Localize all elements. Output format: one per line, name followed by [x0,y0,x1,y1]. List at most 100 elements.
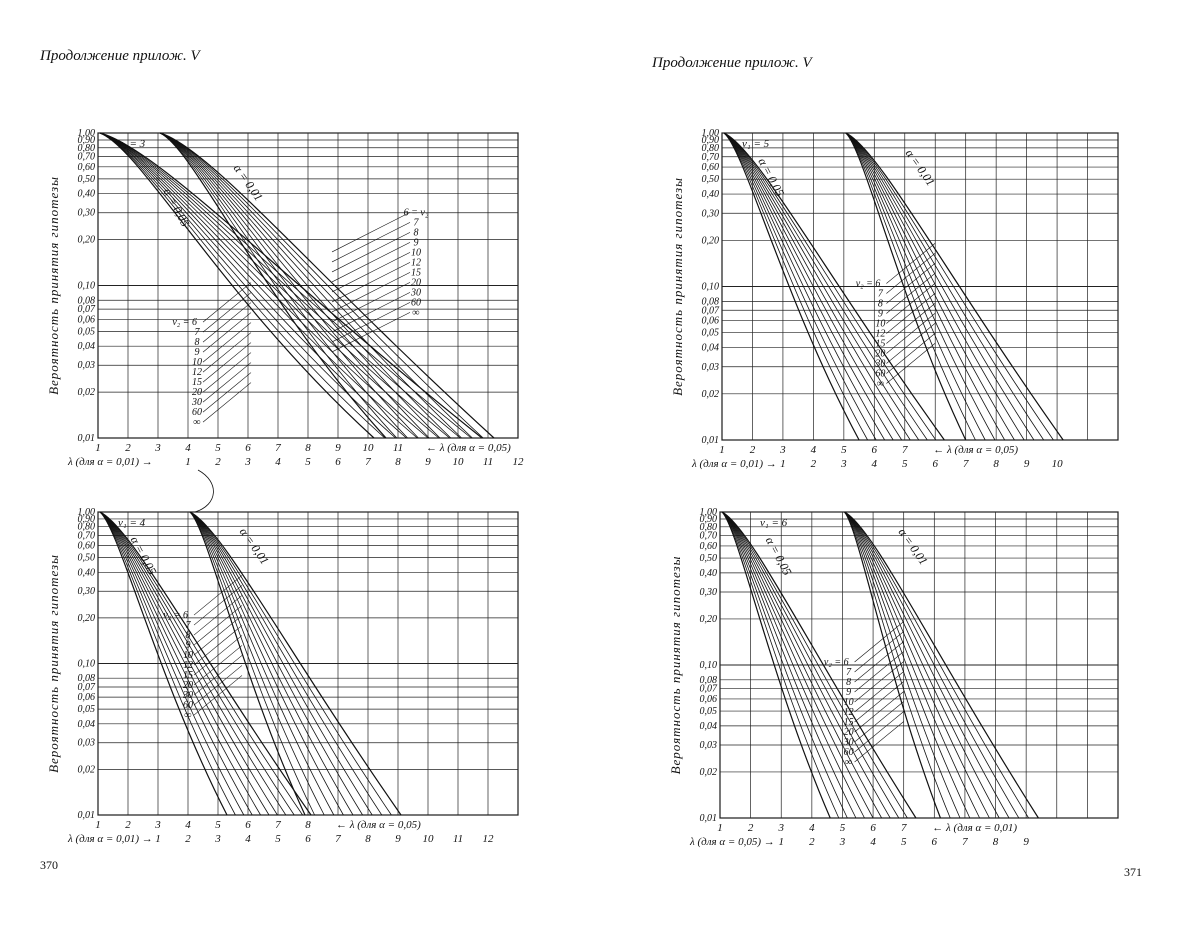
nu2-leader-line [203,283,251,323]
x-tick-label-row1: 7 [902,444,908,456]
x-tick-label-row1: 5 [215,819,221,831]
y-tick-label: 0,50 [702,174,720,185]
nu2-label: ∞ [845,757,852,768]
x-tick-label-row1: 5 [841,444,847,456]
y-tick-label: 0,40 [78,189,96,200]
y-tick-label: 0,04 [702,343,720,354]
y-tick-label: 0,40 [78,567,96,578]
y-tick-label: 0,02 [700,767,718,778]
y-tick-label: 0,40 [702,189,720,200]
scan-mark [195,470,213,512]
y-tick-label: 0,06 [700,694,718,705]
nu2-label: ν₂ = 6 [163,610,188,621]
nu2-leader-line [855,642,904,682]
x-axis-label-row2: λ (для α = 0,01) → [691,458,777,470]
x-axis-label-row2: λ (для α = 0,01) → [67,456,153,468]
y-tick-label: 0,10 [78,659,96,670]
x-tick-label-row2: 4 [872,458,878,470]
x-tick-label-row1: 7 [275,819,281,831]
x-tick-label-row1: 3 [154,442,161,454]
y-tick-label: 0,60 [702,162,720,173]
x-tick-label-row2: 8 [365,833,371,845]
y-axis-label: Вероятность принятия гипотезы [668,556,683,775]
x-tick-label-row2: 7 [365,456,371,468]
x-tick-label-row2: 9 [1023,836,1029,848]
x-tick-label-row2: 3 [244,456,251,468]
x-tick-label-row2: 2 [811,458,817,470]
x-axis-label-row1: ← λ (для α = 0,01) [932,822,1017,834]
x-tick-label-row2: 3 [840,458,847,470]
y-tick-label: 0,10 [700,660,718,671]
x-tick-label-row2: 6 [932,458,938,470]
nu2-label: ∞ [184,710,191,721]
x-tick-label-row2: 1 [778,836,784,848]
x-tick-label-row2: 4 [870,836,876,848]
nu2-leader-line [886,323,935,363]
x-tick-label-row2: 7 [963,458,969,470]
y-tick-label: 0,05 [702,328,720,339]
nu2-leader-line [203,323,251,363]
x-tick-label-row2: 6 [305,833,311,845]
x-tick-label-row2: 5 [305,456,311,468]
x-tick-label-row2: 8 [993,836,999,848]
y-tick-label: 0,03 [78,360,96,371]
x-tick-label-row2: 9 [1024,458,1030,470]
y-tick-label: 0,30 [702,208,720,219]
alpha-label-001: α = 0,01 [895,525,930,567]
y-tick-label: 0,20 [78,235,96,246]
x-tick-label-row1: 4 [185,442,191,454]
x-tick-label-row1: 3 [779,444,786,456]
x-tick-label-row2: 1 [780,458,786,470]
y-tick-label: 0,20 [700,614,718,625]
x-tick-label-row2: 2 [809,836,815,848]
nu2-leader-line [203,343,251,383]
x-tick-label-row2: 10 [423,833,435,845]
x-tick-label-row1: 9 [335,442,341,454]
y-tick-label: 0,10 [78,281,96,292]
y-tick-label: 0,50 [78,553,96,564]
x-tick-label-row2: 11 [453,833,463,845]
x-tick-label-row1: 3 [154,819,161,831]
y-tick-label: 0,04 [78,341,96,352]
y-tick-label: 0,01 [702,435,720,446]
y-axis-label: Вероятность принятия гипотезы [46,176,61,395]
x-tick-label-row2: 9 [395,833,401,845]
x-tick-label-row1: 1 [95,819,101,831]
x-axis-label-row1: ← λ (для α = 0,05) [933,444,1018,456]
x-tick-label-row1: 2 [125,442,131,454]
nu2-leader-line [886,263,935,303]
y-tick-label: 0,50 [700,553,718,564]
nu2-label: ν₂ = 6 [824,657,849,668]
x-tick-label-row1: 6 [245,819,251,831]
x-tick-label-row2: 10 [453,456,465,468]
x-tick-label-row2: 11 [483,456,493,468]
x-tick-label-row1: 1 [719,444,725,456]
y-tick-label: 0,02 [78,764,96,775]
y-tick-label: 0,01 [78,810,96,821]
nu2-leader-line [886,283,935,323]
x-tick-label-row1: 2 [750,444,756,456]
y-tick-label: 0,60 [78,162,96,173]
y-tick-label: 0,30 [700,587,718,598]
y-tick-label: 0,40 [700,568,718,579]
x-tick-label-row1: 4 [811,444,817,456]
nu2-label: ∞ [193,417,200,428]
x-tick-label-row2: 7 [962,836,968,848]
x-tick-label-row2: 2 [185,833,191,845]
y-tick-label: 0,06 [78,314,96,325]
x-tick-label-row1: 5 [215,442,221,454]
nu2-leader-line [855,702,904,742]
y-tick-label: 0,04 [700,721,718,732]
nu1-label: ν₁ = 4 [118,517,146,529]
y-tick-label: 0,30 [78,208,96,219]
x-tick-label-row2: 4 [275,456,281,468]
x-tick-label-row2: 3 [214,833,221,845]
y-tick-label: 0,03 [700,740,718,751]
y-tick-label: 0,05 [78,704,96,715]
x-tick-label-row2: 5 [275,833,281,845]
x-tick-label-row1: 6 [870,822,876,834]
nu1-label: ν₁ = 5 [742,138,770,150]
y-tick-label: 0,05 [700,706,718,717]
x-tick-label-row1: 2 [748,822,754,834]
x-tick-label-row2: 10 [1052,458,1064,470]
